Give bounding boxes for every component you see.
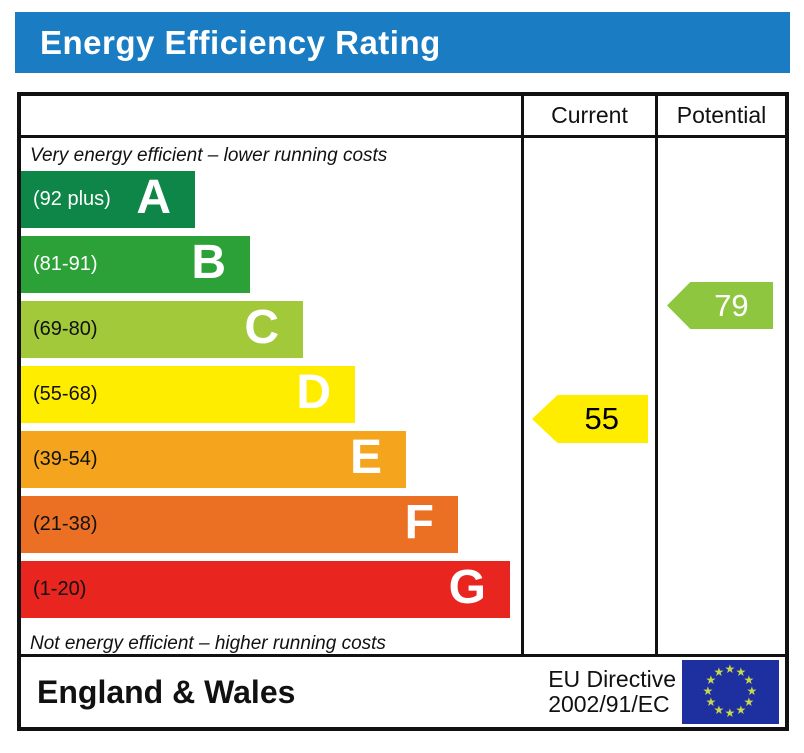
band-row-B: (81-91) B	[21, 236, 521, 293]
band-row-E: (39-54) E	[21, 431, 521, 488]
eu-flag-star: ★	[735, 664, 747, 679]
page-title: Energy Efficiency Rating	[40, 23, 441, 61]
band-bar-D: (55-68) D	[21, 366, 355, 423]
potential-rating-arrow: 79	[667, 282, 773, 329]
eu-flag-star: ★	[735, 703, 747, 718]
band-bar-F: (21-38) F	[21, 496, 458, 553]
band-range-label-E: (39-54)	[33, 448, 98, 470]
band-row-G: (1-20) G	[21, 561, 521, 618]
eu-flag-star: ★	[724, 662, 736, 676]
band-range-label-D: (55-68)	[33, 383, 98, 405]
band-bar-E: (39-54) E	[21, 431, 406, 488]
eu-flag-star: ★	[724, 706, 736, 720]
rating-table: Current Potential Very energy efficient …	[17, 92, 789, 731]
band-letter-E: E	[349, 430, 382, 484]
table-header-row: Current Potential	[21, 96, 785, 138]
band-letter-A: A	[136, 170, 171, 224]
band-row-A: (92 plus) A	[21, 171, 521, 228]
eu-flag-star: ★	[743, 695, 755, 709]
eu-flag-star: ★	[743, 673, 755, 687]
region-label: England & Wales	[37, 673, 296, 710]
band-row-D: (55-68) D	[21, 366, 521, 423]
column-header-current: Current	[521, 96, 655, 135]
top-note: Very energy efficient – lower running co…	[30, 145, 388, 166]
band-letter-C: C	[244, 300, 279, 354]
table-footer-row: England & Wales EU Directive 2002/91/EC …	[21, 654, 785, 727]
eu-flag-star: ★	[713, 703, 725, 718]
bands-list: (92 plus) A (81-91) B (69-80) C (55-68) D (39-54…	[21, 171, 521, 618]
bottom-note: Not energy efficient – higher running co…	[30, 633, 386, 654]
band-range-label-C: (69-80)	[33, 318, 98, 340]
band-bar-C: (69-80) C	[21, 301, 303, 358]
eu-flag-star: ★	[702, 684, 714, 698]
current-rating-arrow: 55	[532, 395, 648, 443]
band-range-label-A: (92 plus)	[33, 188, 111, 210]
band-letter-F: F	[404, 495, 434, 549]
eu-flag-star: ★	[746, 684, 758, 698]
potential-column: 79	[655, 138, 785, 654]
eu-flag-star: ★	[705, 673, 717, 687]
band-row-C: (69-80) C	[21, 301, 521, 358]
page-title-bar: Energy Efficiency Rating	[15, 12, 790, 73]
band-bar-A: (92 plus) A	[21, 171, 195, 228]
eu-flag-star: ★	[713, 664, 725, 679]
band-bar-G: (1-20) G	[21, 561, 510, 618]
header-spacer-cell	[21, 96, 521, 135]
chart-body: Very energy efficient – lower running co…	[21, 138, 785, 654]
eu-directive-line1: EU Directive	[548, 666, 676, 692]
band-letter-B: B	[191, 235, 226, 289]
band-row-F: (21-38) F	[21, 496, 521, 553]
bands-area: Very energy efficient – lower running co…	[21, 138, 521, 654]
eu-directive-line2: 2002/91/EC	[548, 691, 670, 717]
band-letter-D: D	[296, 365, 331, 419]
band-letter-G: G	[448, 560, 486, 614]
current-rating-value: 55	[584, 401, 620, 436]
column-header-potential: Potential	[655, 96, 785, 135]
current-column: 55	[521, 138, 655, 654]
band-range-label-B: (81-91)	[33, 253, 98, 275]
band-range-label-F: (21-38)	[33, 513, 98, 535]
eu-flag-icon: ★ ★ ★ ★ ★ ★ ★ ★ ★ ★ ★ ★	[682, 660, 779, 724]
eu-directive-label: EU Directive 2002/91/EC	[548, 667, 676, 717]
eu-flag-star: ★	[705, 695, 717, 709]
band-bar-B: (81-91) B	[21, 236, 250, 293]
band-range-label-G: (1-20)	[33, 578, 87, 600]
potential-rating-value: 79	[714, 287, 749, 323]
